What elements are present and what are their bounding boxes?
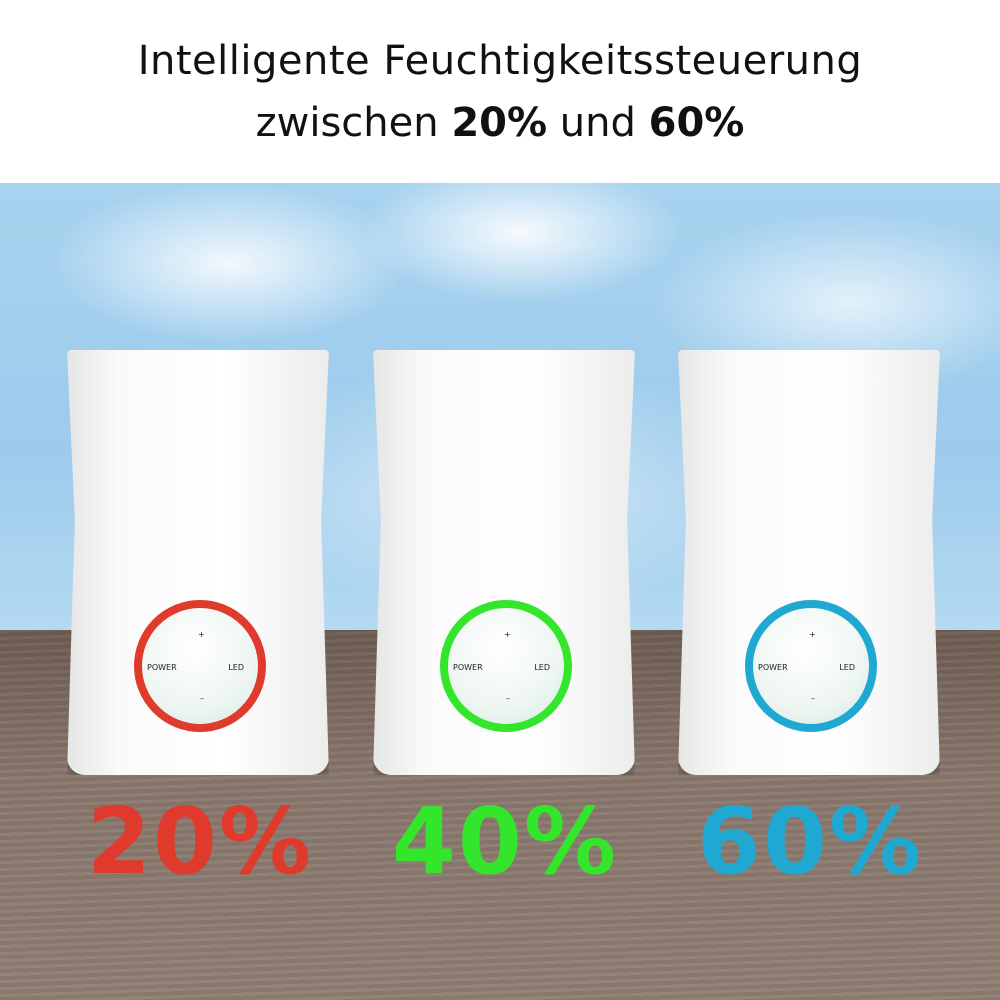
led-label: LED bbox=[839, 663, 855, 672]
power-label: POWER bbox=[453, 663, 483, 672]
humidifier-60: + POWER LED – bbox=[678, 350, 940, 775]
control-button[interactable]: + POWER LED – bbox=[745, 600, 877, 732]
minus-label: – bbox=[811, 694, 815, 703]
power-label: POWER bbox=[758, 663, 788, 672]
title-line-1: Intelligente Feuchtigkeitssteuerung bbox=[137, 38, 863, 84]
percent-60: 60% bbox=[696, 788, 924, 895]
title-text: zwischen bbox=[255, 100, 452, 146]
title-text: und bbox=[547, 100, 649, 146]
led-label: LED bbox=[228, 663, 244, 672]
title-max: 60% bbox=[648, 100, 745, 146]
humidifier-20: + POWER LED – bbox=[67, 350, 329, 775]
header: Intelligente Feuchtigkeitssteuerung zwis… bbox=[0, 0, 1000, 183]
title-min: 20% bbox=[451, 100, 548, 146]
control-button[interactable]: + POWER LED – bbox=[440, 600, 572, 732]
control-button[interactable]: + POWER LED – bbox=[134, 600, 266, 732]
percent-40: 40% bbox=[391, 788, 619, 895]
humidifier-40: + POWER LED – bbox=[373, 350, 635, 775]
plus-label: + bbox=[504, 630, 511, 639]
led-label: LED bbox=[534, 663, 550, 672]
title-line-2: zwischen 20% und 60% bbox=[0, 100, 1000, 146]
power-label: POWER bbox=[147, 663, 177, 672]
percent-20: 20% bbox=[86, 788, 314, 895]
plus-label: + bbox=[809, 630, 816, 639]
plus-label: + bbox=[198, 630, 205, 639]
minus-label: – bbox=[506, 694, 510, 703]
minus-label: – bbox=[200, 694, 204, 703]
